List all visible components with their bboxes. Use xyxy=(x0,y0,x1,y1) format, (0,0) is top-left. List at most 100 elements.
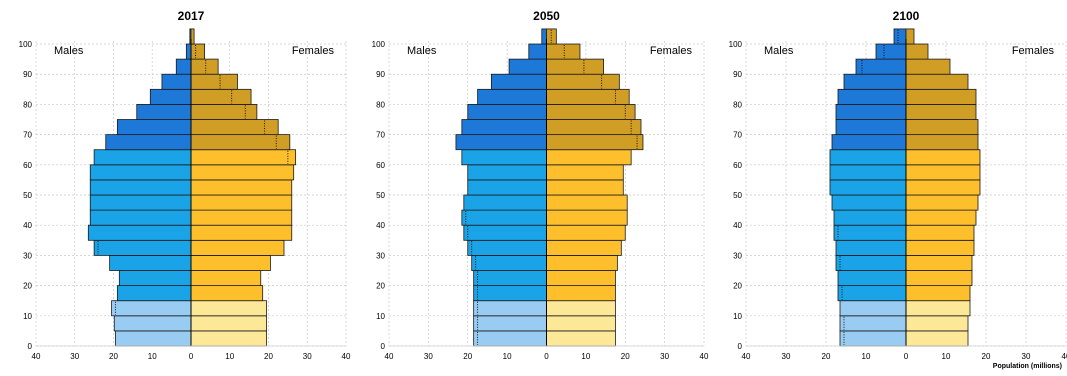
male-bar-5-9 xyxy=(473,315,547,332)
age-tick-label: 70 xyxy=(733,131,742,140)
female-bar-45-49 xyxy=(190,194,293,211)
male-bar-65-69 xyxy=(455,134,547,151)
male-bar-80-84 xyxy=(477,88,547,105)
female-bar-40-44 xyxy=(905,209,977,226)
male-bar-95-99 xyxy=(185,43,192,60)
female-bar-45-49 xyxy=(905,194,979,211)
age-tick-label: 20 xyxy=(23,282,32,291)
female-bar-75-79 xyxy=(905,104,977,120)
female-bar-80-84 xyxy=(190,88,252,105)
male-bar-90-94 xyxy=(175,58,192,75)
x-tick-label: 0 xyxy=(904,352,909,361)
age-tick-label: 60 xyxy=(23,161,32,170)
male-bar-15-19 xyxy=(837,285,907,302)
female-bar-95-99 xyxy=(190,43,205,60)
female-bar-90-94 xyxy=(905,58,951,75)
female-bar-80-84 xyxy=(546,88,630,105)
age-tick-label: 10 xyxy=(733,312,742,321)
male-bar-10-14 xyxy=(111,300,192,317)
males-label: Males xyxy=(764,45,794,57)
male-bar-45-49 xyxy=(831,194,907,211)
female-bar-70-74 xyxy=(905,119,979,136)
age-tick-label: 40 xyxy=(733,221,742,230)
male-bar-10-14 xyxy=(839,300,907,317)
female-bar-15-19 xyxy=(546,285,616,302)
male-bar-20-24 xyxy=(473,270,547,287)
x-tick-label: 20 xyxy=(822,352,831,361)
female-bar-55-59 xyxy=(905,164,981,181)
male-bar-15-19 xyxy=(116,285,192,302)
female-bar-90-94 xyxy=(546,58,604,75)
age-tick-label: 50 xyxy=(23,191,32,200)
x-tick-label: 20 xyxy=(463,352,472,361)
x-tick-label: 10 xyxy=(581,352,590,361)
female-bar-20-24 xyxy=(190,270,262,287)
female-bar-15-19 xyxy=(905,285,971,302)
x-tick-label: 20 xyxy=(109,352,118,361)
female-bar-5-9 xyxy=(905,315,969,332)
female-bar-55-59 xyxy=(546,164,624,181)
female-bar-15-19 xyxy=(190,285,264,302)
age-tick-label: 60 xyxy=(376,161,385,170)
male-bar-90-94 xyxy=(508,58,547,75)
female-bar-10-14 xyxy=(905,300,971,317)
female-bar-5-9 xyxy=(546,315,616,332)
male-bar-95-99 xyxy=(528,43,547,60)
male-bar-30-34 xyxy=(93,239,192,256)
male-bar-50-54 xyxy=(89,179,192,196)
female-bar-85-89 xyxy=(190,73,238,90)
age-tick-label: 90 xyxy=(376,70,385,79)
male-bar-85-89 xyxy=(490,73,547,90)
male-bar-30-34 xyxy=(467,239,547,256)
age-tick-label: 90 xyxy=(733,70,742,79)
x-tick-label: 40 xyxy=(342,352,351,361)
female-bar-100+ xyxy=(546,28,557,45)
male-bar-25-29 xyxy=(109,255,192,271)
male-bar-25-29 xyxy=(835,255,907,271)
age-tick-label: 20 xyxy=(733,282,742,291)
male-bar-75-79 xyxy=(467,104,547,120)
male-bar-5-9 xyxy=(839,315,907,332)
female-bar-60-64 xyxy=(905,149,981,166)
females-label: Females xyxy=(292,45,335,57)
female-bar-25-29 xyxy=(905,255,973,271)
x-tick-label: 30 xyxy=(303,352,312,361)
female-bar-0-4 xyxy=(190,330,267,347)
female-bar-60-64 xyxy=(546,149,632,166)
age-tick-label: 20 xyxy=(376,282,385,291)
female-bar-30-34 xyxy=(546,239,622,256)
x-tick-label: 20 xyxy=(621,352,630,361)
male-bar-55-59 xyxy=(467,164,547,181)
male-bar-40-44 xyxy=(833,209,907,226)
males-label: Males xyxy=(407,45,437,57)
female-bar-75-79 xyxy=(190,104,258,120)
female-bar-85-89 xyxy=(905,73,969,90)
x-tick-label: 40 xyxy=(32,352,41,361)
male-bar-75-79 xyxy=(136,104,192,120)
x-tick-label: 30 xyxy=(424,352,433,361)
x-tick-label: 40 xyxy=(700,352,709,361)
age-tick-label: 100 xyxy=(372,40,386,49)
age-tick-label: 10 xyxy=(23,312,32,321)
x-tick-label: 20 xyxy=(264,352,273,361)
male-bar-0-4 xyxy=(839,330,907,347)
age-tick-label: 100 xyxy=(729,40,743,49)
female-bar-0-4 xyxy=(546,330,616,347)
male-bar-5-9 xyxy=(113,315,192,332)
age-tick-label: 80 xyxy=(23,100,32,109)
male-bar-95-99 xyxy=(875,43,907,60)
female-bar-45-49 xyxy=(546,194,628,211)
female-bar-100+ xyxy=(190,28,195,45)
male-bar-25-29 xyxy=(471,255,547,271)
male-bar-80-84 xyxy=(149,88,192,105)
age-tick-label: 90 xyxy=(23,70,32,79)
female-bar-30-34 xyxy=(190,239,285,256)
age-tick-label: 10 xyxy=(376,312,385,321)
female-bar-50-54 xyxy=(905,179,981,196)
female-bar-65-69 xyxy=(190,134,291,151)
x-tick-label: 40 xyxy=(1062,352,1067,361)
x-tick-label: 30 xyxy=(782,352,791,361)
age-tick-label: 60 xyxy=(733,161,742,170)
age-tick-label: 50 xyxy=(733,191,742,200)
